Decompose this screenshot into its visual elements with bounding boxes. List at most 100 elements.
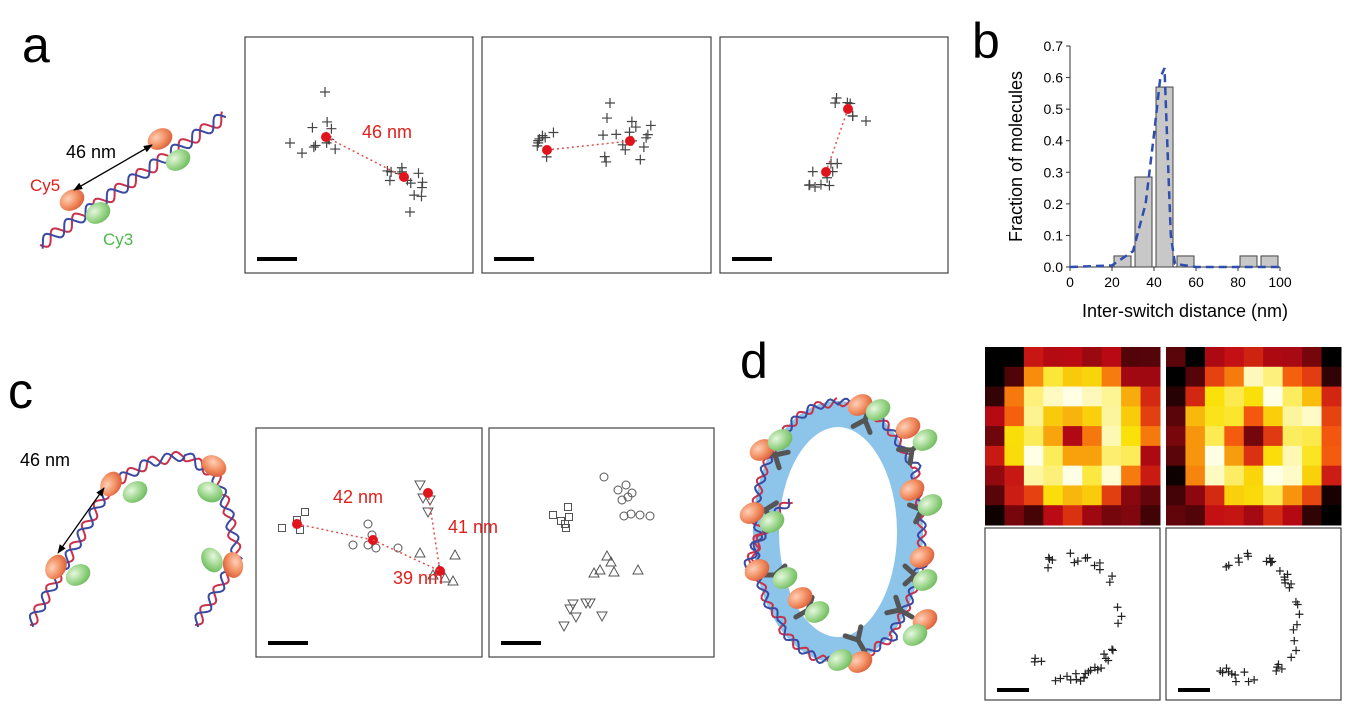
heatmap-pixel [1205,446,1225,466]
centroid [292,519,302,529]
heatmap-pixel [1102,406,1122,426]
distance-label: 46 nm [66,142,116,162]
heatmap-pixel [1263,387,1283,407]
dna-strand [195,564,230,625]
heatmap-pixel [1263,347,1283,367]
heatmap-pixel [1224,446,1244,466]
heatmap-pixel [1185,485,1205,505]
heatmap-pixel [1121,446,1141,466]
heatmap-pixel [1322,367,1342,387]
heatmap-pixel [1263,466,1283,486]
dna-strand [40,112,222,247]
heatmap-pixel [1024,426,1044,446]
y-axis-label: Fraction of molecules [1006,71,1026,242]
image-frame [489,428,714,657]
centroid [625,136,635,146]
distance-label: 46 nm [20,450,70,470]
centroid [321,132,331,142]
heatmap-pixel [1063,347,1083,367]
y-tick-label: 0.6 [1044,70,1064,86]
heatmap-pixel [1063,406,1083,426]
heatmap-pixel [1082,426,1102,446]
heatmap-pixel [1004,446,1024,466]
heatmap-pixel [1205,426,1225,446]
heatmap-pixel [1185,446,1205,466]
y-tick-label: 0.2 [1044,196,1064,212]
heatmap-pixel [1063,446,1083,466]
heatmap-pixel [1302,485,1322,505]
heatmap-pixel [1166,426,1186,446]
heatmap-pixel [1043,406,1063,426]
heatmap-pixel [1141,505,1161,525]
image-frame [482,37,711,273]
heatmap-pixel [1024,347,1044,367]
heatmap-pixel [1283,367,1303,387]
heatmap-pixel [1283,406,1303,426]
heatmap-pixel [1141,466,1161,486]
heatmap-pixel [1024,485,1044,505]
heatmap-pixel [1224,505,1244,525]
centroid [542,145,552,155]
heatmap-pixel [1205,347,1225,367]
heatmap-pixel [1102,485,1122,505]
heatmap-pixel [1185,505,1205,525]
cy3-dye [197,544,227,577]
heatmap-pixel [1004,367,1024,387]
heatmap-pixel [1024,406,1044,426]
heatmap-pixel [1141,387,1161,407]
heatmap-pixel [1102,466,1122,486]
heatmap-pixel [1224,367,1244,387]
heatmap-pixel [1244,406,1264,426]
x-tick-label: 40 [1146,274,1162,290]
heatmap-pixel [1043,347,1063,367]
heatmap-pixel [1121,505,1141,525]
distance-measurement: 39 nm [393,568,443,588]
heatmap-pixel [985,406,1005,426]
heatmap-pixel [1302,505,1322,525]
centroid [821,167,831,177]
heatmap-pixel [1082,446,1102,466]
distance-measurement: 46 nm [362,122,412,142]
heatmap-pixel [985,485,1005,505]
bar [1240,256,1257,267]
heatmap-pixel [985,446,1005,466]
heatmap-pixel [1082,367,1102,387]
heatmap-pixel [1244,466,1264,486]
heatmap-pixel [1043,387,1063,407]
heatmap-pixel [1322,347,1342,367]
x-axis-label: Inter-switch distance (nm) [1082,301,1288,321]
histogram-chart: 0.00.10.20.30.40.50.60.7020406080100Inte… [1006,38,1292,321]
fit-curve [1070,68,1280,267]
bar [1135,177,1152,267]
heatmap-pixel [1063,387,1083,407]
heatmap-pixel [1185,466,1205,486]
y-tick-label: 0.3 [1044,164,1064,180]
heatmap-pixel [1302,387,1322,407]
heatmap-pixel [1166,466,1186,486]
heatmap-pixel [1141,485,1161,505]
image-frame [1166,528,1341,700]
heatmap-pixel [1043,426,1063,446]
heatmap-pixel [1121,485,1141,505]
heatmap-pixel [1166,446,1186,466]
heatmap-pixel [1166,347,1186,367]
y-tick-label: 0.7 [1044,38,1064,54]
heatmap-pixel [985,347,1005,367]
image-frame [720,37,948,273]
heatmap-pixel [1302,347,1322,367]
heatmap-pixel [1166,485,1186,505]
heatmap-pixel [1102,347,1122,367]
cy5-dye [56,185,89,215]
bar [1261,256,1278,267]
heatmap-pixel [1224,485,1244,505]
heatmap-pixel [1185,347,1205,367]
heatmap-pixel [1166,505,1186,525]
panel-label: d [740,333,768,389]
heatmap-pixel [1004,505,1024,525]
layout: 46 nm42 nm41 nm39 nm [30,37,1342,700]
heatmap-pixel [1302,426,1322,446]
heatmap-pixel [1205,387,1225,407]
heatmap-pixel [1063,505,1083,525]
heatmap-pixel [1121,387,1141,407]
heatmap-pixel [1102,387,1122,407]
